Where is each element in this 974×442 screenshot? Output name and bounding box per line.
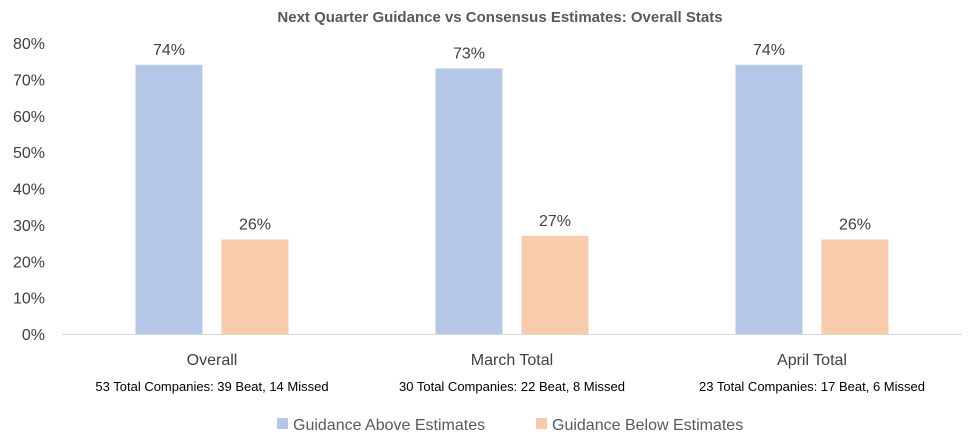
bar-below-0 bbox=[221, 239, 289, 334]
legend-label: Guidance Below Estimates bbox=[552, 417, 743, 434]
legend-label: Guidance Above Estimates bbox=[293, 417, 485, 434]
bar-above-0 bbox=[135, 64, 203, 334]
y-tick-label: 40% bbox=[13, 182, 45, 199]
data-label: 73% bbox=[453, 45, 485, 62]
y-axis: 0% 10% 20% 30% 40% 50% 60% 70% 80% bbox=[13, 36, 45, 344]
bar-above-1 bbox=[435, 68, 503, 335]
data-label: 74% bbox=[753, 42, 785, 59]
x-axis-categories: Overall 53 Total Companies: 39 Beat, 14 M… bbox=[95, 352, 925, 394]
category-label: April Total bbox=[777, 352, 847, 369]
category-subtitle: 53 Total Companies: 39 Beat, 14 Missed bbox=[95, 379, 328, 394]
y-tick-label: 20% bbox=[13, 254, 45, 271]
category-subtitle: 23 Total Companies: 17 Beat, 6 Missed bbox=[699, 379, 925, 394]
bar-below-2 bbox=[821, 239, 889, 334]
y-tick-label: 0% bbox=[22, 327, 45, 344]
category-label: Overall bbox=[187, 352, 238, 369]
data-label: 26% bbox=[239, 216, 271, 233]
legend-swatch bbox=[536, 418, 547, 429]
bars: 74% 73% 74% 26% 27% 26% bbox=[135, 42, 889, 335]
category-label: March Total bbox=[471, 352, 553, 369]
data-label: 26% bbox=[839, 216, 871, 233]
y-tick-label: 60% bbox=[13, 109, 45, 126]
y-tick-label: 10% bbox=[13, 291, 45, 308]
bar-below-1 bbox=[521, 235, 589, 334]
data-label: 74% bbox=[153, 42, 185, 59]
legend: Guidance Above Estimates Guidance Below E… bbox=[277, 417, 743, 434]
y-tick-label: 70% bbox=[13, 72, 45, 89]
category-subtitle: 30 Total Companies: 22 Beat, 8 Missed bbox=[399, 379, 625, 394]
bar-above-2 bbox=[735, 64, 803, 334]
y-tick-label: 50% bbox=[13, 145, 45, 162]
data-label: 27% bbox=[539, 213, 571, 230]
chart-title: Next Quarter Guidance vs Consensus Estim… bbox=[277, 9, 722, 26]
y-tick-label: 80% bbox=[13, 36, 45, 53]
y-tick-label: 30% bbox=[13, 218, 45, 235]
legend-swatch bbox=[277, 418, 288, 429]
